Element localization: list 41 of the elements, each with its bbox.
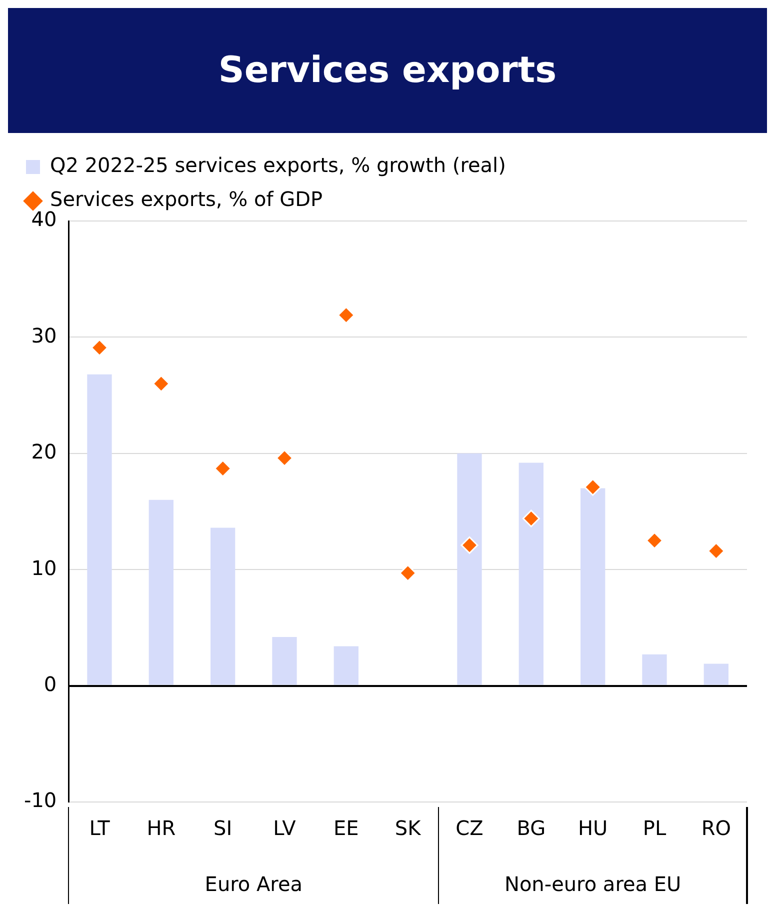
point: [646, 532, 664, 550]
point: [337, 306, 355, 324]
bar: [642, 654, 667, 685]
x-tick-label: HU: [578, 816, 608, 840]
x-tick-label: LT: [89, 816, 111, 840]
bar: [87, 374, 112, 685]
x-tick-label: HR: [146, 816, 176, 840]
point: [152, 374, 170, 392]
legend-label: Q2 2022-25 services exports, % growth (real): [50, 153, 506, 178]
x-tick-label: SI: [214, 816, 232, 840]
x-tick-label: EE: [334, 816, 359, 840]
y-tick-label: 10: [31, 556, 57, 580]
x-tick-label: CZ: [456, 816, 484, 840]
point: [399, 564, 417, 582]
y-tick-label: 20: [31, 440, 57, 464]
bar: [210, 528, 236, 685]
x-tick-label: BG: [516, 816, 546, 840]
x-tick-label: RO: [701, 816, 731, 840]
text: Non-euro area EU: [504, 872, 682, 896]
bar: [334, 646, 358, 685]
bar: [148, 500, 174, 685]
point: [276, 449, 294, 467]
bar: [272, 636, 297, 685]
bar: [518, 462, 544, 685]
y-tick-label: 0: [44, 672, 57, 696]
y-tick-label: -10: [24, 788, 57, 812]
point: [460, 536, 478, 554]
x-tick-label: PL: [642, 816, 667, 840]
bar: [580, 488, 606, 685]
point: [707, 542, 725, 560]
point: [584, 478, 602, 496]
point: [90, 338, 108, 356]
bar: [457, 453, 482, 685]
bar: [704, 664, 728, 685]
x-tick-label: LV: [273, 816, 296, 840]
chart-title: Services exports: [8, 8, 767, 133]
y-tick-label: 30: [31, 323, 57, 348]
point: [214, 460, 232, 478]
x-tick-label: SK: [394, 816, 422, 840]
text: Euro Area: [204, 872, 303, 896]
point: [522, 510, 540, 528]
